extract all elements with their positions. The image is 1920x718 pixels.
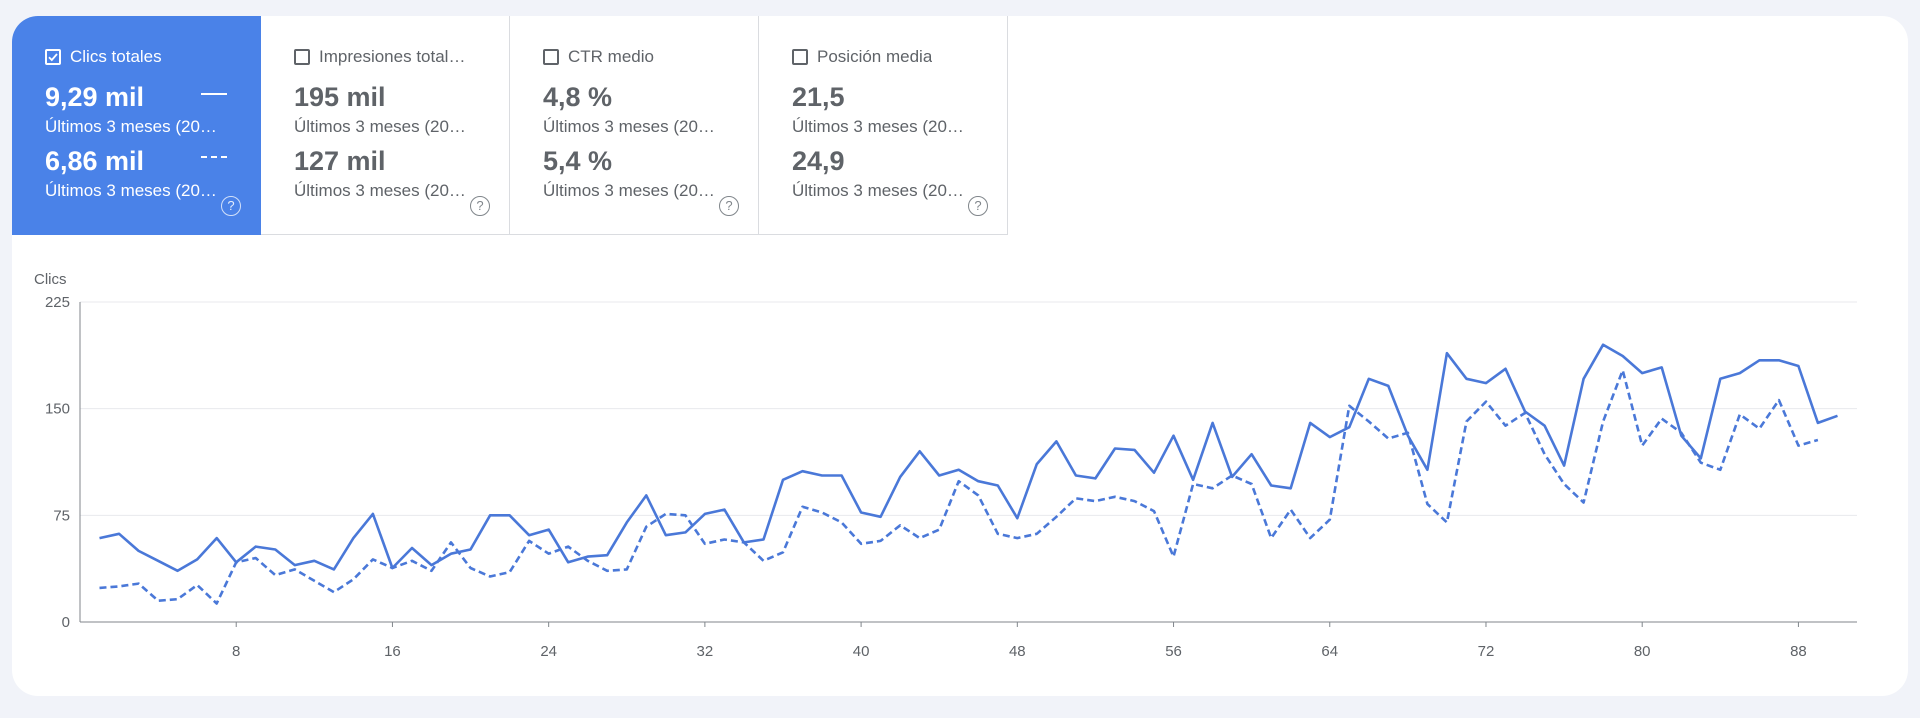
- metric-card-total-clicks[interactable]: Clics totales 9,29 mil Últimos 3 meses (…: [12, 16, 261, 235]
- x-ticks: 8 16 24 32 40 48 56 64 72 80 88: [232, 622, 1807, 660]
- solid-line-legend-icon: [201, 93, 227, 95]
- help-icon[interactable]: ?: [470, 196, 490, 216]
- x-tick-label: 80: [1634, 643, 1651, 660]
- metric-value-previous: 6,86 mil: [45, 146, 145, 176]
- x-tick-label: 72: [1478, 643, 1495, 660]
- metric-card-average-ctr[interactable]: CTR medio 4,8 % Últimos 3 meses (20… 5,4…: [510, 16, 759, 235]
- help-icon[interactable]: ?: [221, 196, 241, 216]
- x-tick-label: 88: [1790, 643, 1807, 660]
- y-tick-label: 75: [53, 507, 70, 524]
- x-tick-label: 8: [232, 643, 240, 660]
- dashed-line-legend-icon: [201, 156, 227, 158]
- x-tick-label: 56: [1165, 643, 1182, 660]
- help-icon[interactable]: ?: [719, 196, 739, 216]
- checkbox-unchecked-icon[interactable]: [543, 49, 559, 65]
- metric-value-previous: 24,9: [792, 146, 845, 176]
- series-line-current-period: [99, 343, 1838, 573]
- metric-value-current: 4,8 %: [543, 82, 613, 112]
- metric-card-average-position[interactable]: Posición media 21,5 Últimos 3 meses (20……: [759, 16, 1008, 235]
- x-tick-label: 16: [384, 643, 401, 660]
- x-tick-label: 32: [697, 643, 714, 660]
- chart-series: [99, 343, 1838, 605]
- y-axis-label: Clics: [34, 271, 67, 288]
- help-icon[interactable]: ?: [968, 196, 988, 216]
- x-tick-label: 24: [540, 643, 557, 660]
- y-ticks: 0 75 150 225: [45, 294, 70, 631]
- checkbox-unchecked-icon[interactable]: [294, 49, 310, 65]
- y-tick-label: 150: [45, 401, 70, 418]
- metric-value-current: 21,5: [792, 82, 845, 112]
- performance-panel: Clics totales 9,29 mil Últimos 3 meses (…: [12, 16, 1908, 696]
- metric-value-previous: 127 mil: [294, 146, 386, 176]
- metric-value-previous: 5,4 %: [543, 146, 613, 176]
- y-tick-label: 225: [45, 294, 70, 311]
- metric-card-total-impressions[interactable]: Impresiones total… 195 mil Últimos 3 mes…: [261, 16, 510, 235]
- metric-value-current: 195 mil: [294, 82, 386, 112]
- x-tick-label: 40: [853, 643, 870, 660]
- x-tick-label: 48: [1009, 643, 1026, 660]
- checkbox-unchecked-icon[interactable]: [792, 49, 808, 65]
- metric-value-current: 9,29 mil: [45, 82, 145, 112]
- metric-cards: Clics totales 9,29 mil Últimos 3 meses (…: [12, 16, 1008, 235]
- checkbox-checked-icon[interactable]: [45, 49, 61, 65]
- chart-grid: [79, 301, 1857, 623]
- x-tick-label: 64: [1321, 643, 1338, 660]
- series-line-previous-period: [99, 368, 1819, 605]
- y-tick-label: 0: [62, 614, 70, 631]
- clicks-line-chart: Clics 0 75 150 225 8 16 24 32 40 48 56 64 72 80 88: [34, 271, 1857, 660]
